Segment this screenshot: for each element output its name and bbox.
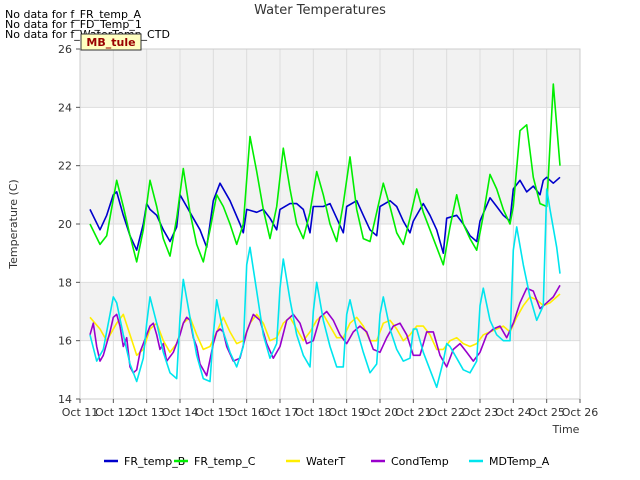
x-tick-label: Oct 26 bbox=[562, 406, 599, 419]
site-badge: MB_tule bbox=[80, 33, 142, 51]
legend-label: WaterT bbox=[306, 455, 346, 468]
site-badge-label: MB_tule bbox=[86, 36, 135, 49]
site-badge-box bbox=[80, 33, 142, 51]
legend-label: MDTemp_A bbox=[489, 455, 550, 468]
y-tick-label: 22 bbox=[58, 160, 72, 173]
series-line-condtemp bbox=[89, 284, 561, 377]
series-line-watert bbox=[89, 293, 561, 357]
x-tick-label: Oct 20 bbox=[362, 406, 399, 419]
plot-band bbox=[80, 49, 580, 108]
chart-title: Water Temperatures bbox=[254, 3, 386, 18]
series-line-fr-temp-b bbox=[89, 176, 561, 254]
x-tick-label: Oct 14 bbox=[162, 406, 199, 419]
legend-label: FR_temp_B bbox=[124, 455, 185, 468]
y-tick-label: 20 bbox=[58, 218, 72, 231]
y-tick-label: 14 bbox=[58, 393, 72, 406]
no-data-message: No data for f_FD_Temp_1 bbox=[5, 18, 142, 31]
x-tick-label: Oct 12 bbox=[95, 406, 132, 419]
y-tick-label: 16 bbox=[58, 335, 72, 348]
series-line-fr-temp-c bbox=[89, 83, 561, 266]
no-data-message: No data for f_FR_temp_A bbox=[5, 8, 141, 21]
series-line-mdtemp-a bbox=[89, 188, 561, 389]
x-tick-label: Oct 22 bbox=[428, 406, 465, 419]
legend: FR_temp_B FR_temp_C WaterT CondTemp MDTemp_A bbox=[104, 455, 550, 468]
y-tick-label: 24 bbox=[58, 101, 72, 114]
x-axis-label: Time bbox=[552, 423, 580, 436]
plot-band bbox=[80, 165, 580, 224]
plot-band bbox=[80, 282, 580, 341]
legend-label: FR_temp_C bbox=[194, 455, 256, 468]
x-tick-label: Oct 21 bbox=[395, 406, 432, 419]
legend-label: CondTemp bbox=[391, 455, 449, 468]
x-tick-label: Oct 24 bbox=[495, 406, 532, 419]
x-tick-label: Oct 15 bbox=[195, 406, 232, 419]
x-tick-label: Oct 17 bbox=[262, 406, 299, 419]
x-tick-label: Oct 23 bbox=[462, 406, 499, 419]
x-tick-label: Oct 11 bbox=[62, 406, 99, 419]
x-tick-label: Oct 13 bbox=[128, 406, 165, 419]
x-tick-label: Oct 16 bbox=[228, 406, 265, 419]
y-tick-label: 18 bbox=[58, 276, 72, 289]
x-tick-label: Oct 19 bbox=[328, 406, 365, 419]
y-axis-label: Temperature (C) bbox=[7, 179, 20, 269]
x-tick-label: Oct 18 bbox=[295, 406, 332, 419]
y-tick-label: 26 bbox=[58, 43, 72, 56]
x-tick-label: Oct 25 bbox=[528, 406, 565, 419]
